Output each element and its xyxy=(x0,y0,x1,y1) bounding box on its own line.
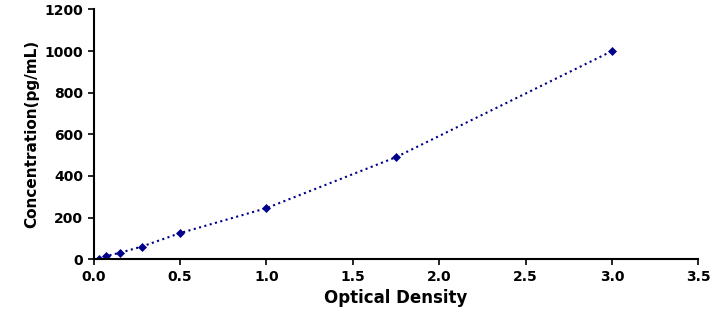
Y-axis label: Concentration(pg/mL): Concentration(pg/mL) xyxy=(24,40,39,228)
X-axis label: Optical Density: Optical Density xyxy=(324,289,468,307)
